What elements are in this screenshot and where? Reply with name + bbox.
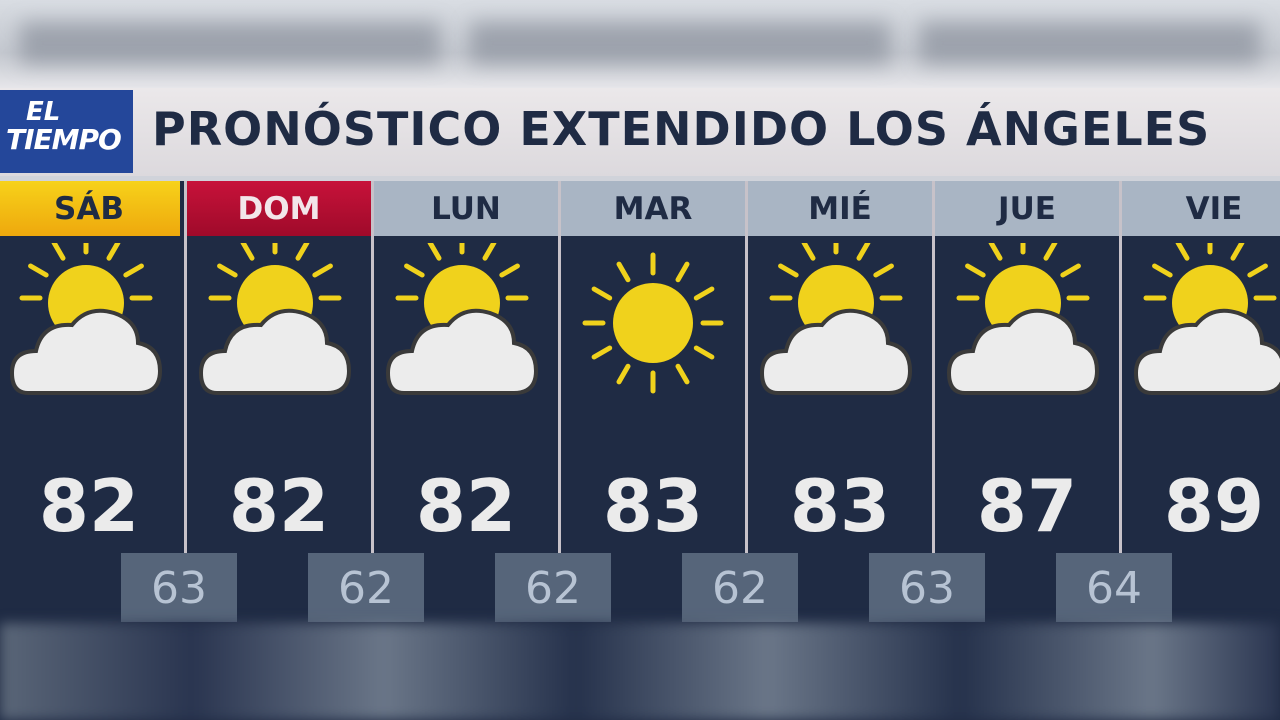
day-label: VIE — [1122, 181, 1280, 236]
column-divider — [558, 181, 561, 553]
partly-cloudy-icon — [374, 231, 558, 403]
title-bar — [0, 88, 1280, 176]
day-column-3: MAR 83 — [561, 181, 745, 553]
day-label: MIÉ — [748, 181, 932, 236]
page-title: PRONÓSTICO EXTENDIDO LOS ÁNGELES — [152, 102, 1211, 156]
high-temperature: 87 — [976, 464, 1078, 548]
day-column-6: VIE 89 — [1122, 181, 1280, 553]
high-temperature: 83 — [789, 464, 891, 548]
day-label: SÁB — [0, 181, 180, 236]
low-temperature: 62 — [308, 553, 424, 622]
column-divider — [371, 181, 374, 553]
day-column-2: LUN 82 — [374, 181, 558, 553]
partly-cloudy-icon — [748, 231, 932, 403]
low-temperature: 64 — [1056, 553, 1172, 622]
day-label: MAR — [561, 181, 745, 236]
logo-line-2: TIEMPO — [6, 123, 122, 156]
day-column-4: MIÉ 83 — [748, 181, 932, 553]
blurred-background-top — [0, 0, 1280, 88]
day-column-5: JUE 87 — [935, 181, 1119, 553]
high-temperature: 82 — [38, 464, 140, 548]
low-temperature: 62 — [682, 553, 798, 622]
day-label: JUE — [935, 181, 1119, 236]
column-divider — [184, 181, 187, 553]
high-temperature: 82 — [228, 464, 330, 548]
day-column-1: DOM 82 — [187, 181, 371, 553]
el-tiempo-logo: EL TIEMPO — [0, 90, 133, 173]
day-column-0: SÁB 82 — [0, 181, 180, 553]
day-label: LUN — [374, 181, 558, 236]
low-temperature: 62 — [495, 553, 611, 622]
separator — [0, 176, 1280, 181]
partly-cloudy-icon — [1122, 231, 1280, 403]
column-divider — [932, 181, 935, 553]
low-temperature: 63 — [869, 553, 985, 622]
high-temperature: 83 — [602, 464, 704, 548]
high-temperature: 89 — [1163, 464, 1265, 548]
low-temperature: 63 — [121, 553, 237, 622]
day-label: DOM — [187, 181, 371, 236]
partly-cloudy-icon — [187, 231, 371, 403]
partly-cloudy-icon — [935, 231, 1119, 403]
sunny-icon — [561, 243, 745, 403]
high-temperature: 82 — [415, 464, 517, 548]
column-divider — [745, 181, 748, 553]
logo-line-1: EL — [26, 97, 61, 127]
blurred-background-bottom — [0, 623, 1280, 720]
column-divider — [1119, 181, 1122, 553]
partly-cloudy-icon — [0, 231, 182, 403]
